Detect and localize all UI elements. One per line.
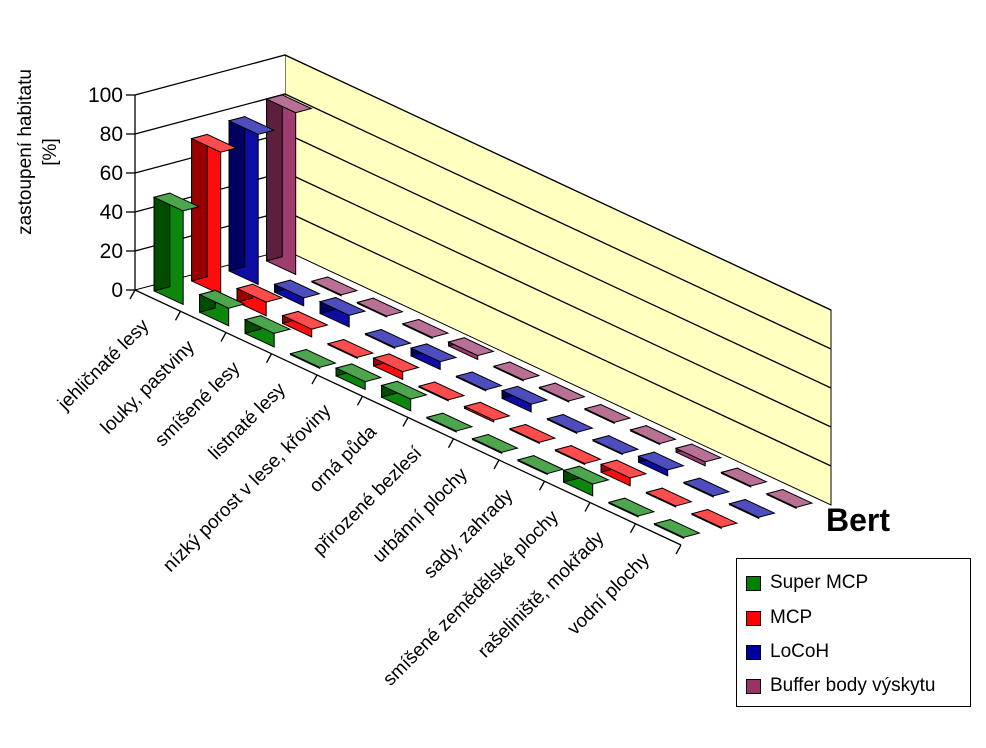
x-tick-mark	[221, 333, 226, 342]
legend-label-buffer: Buffer body výskytu	[770, 675, 935, 697]
legend-item-buffer: Buffer body výskytu	[746, 674, 935, 698]
legend-swatch-buffer	[746, 679, 761, 694]
legend-label-super-mcp: Super MCP	[770, 572, 868, 594]
x-tick-mark	[176, 311, 181, 320]
x-tick-mark	[494, 460, 499, 469]
legend-item-locoh: LoCoH	[746, 640, 829, 664]
x-tick-mark	[540, 481, 545, 490]
x-tick-mark	[676, 545, 681, 554]
chart-title: Bert	[826, 502, 890, 539]
y-tick-label: 60	[100, 162, 123, 185]
y-axis-label: zastoupení habitatu	[15, 69, 36, 235]
legend-label-mcp: MCP	[770, 607, 812, 629]
x-tick-mark	[631, 524, 636, 533]
legend: Super MCP MCP LoCoH Buffer body výskytu	[736, 558, 971, 707]
legend-item-mcp: MCP	[746, 606, 812, 630]
y-axis-label-unit: [%]	[40, 138, 61, 165]
x-tick-mark	[130, 290, 135, 299]
x-tick-label: rašeliniště, mokřady	[474, 527, 609, 662]
y-tick-label: 100	[88, 84, 123, 107]
legend-swatch-locoh	[746, 645, 761, 660]
legend-item-super-mcp: Super MCP	[746, 571, 868, 595]
y-tick-label: 0	[111, 279, 123, 302]
legend-swatch-super-mcp	[746, 576, 761, 591]
y-tick-label: 40	[100, 201, 123, 224]
x-tick-mark	[449, 439, 454, 448]
x-tick-mark	[312, 375, 317, 384]
x-tick-mark	[403, 418, 408, 427]
legend-swatch-mcp	[746, 611, 761, 626]
x-tick-mark	[585, 503, 590, 512]
y-tick-label: 80	[100, 123, 123, 146]
y-tick-label: 20	[100, 240, 123, 263]
legend-label-locoh: LoCoH	[770, 641, 829, 663]
x-tick-mark	[358, 396, 363, 405]
x-tick-mark	[267, 354, 272, 363]
